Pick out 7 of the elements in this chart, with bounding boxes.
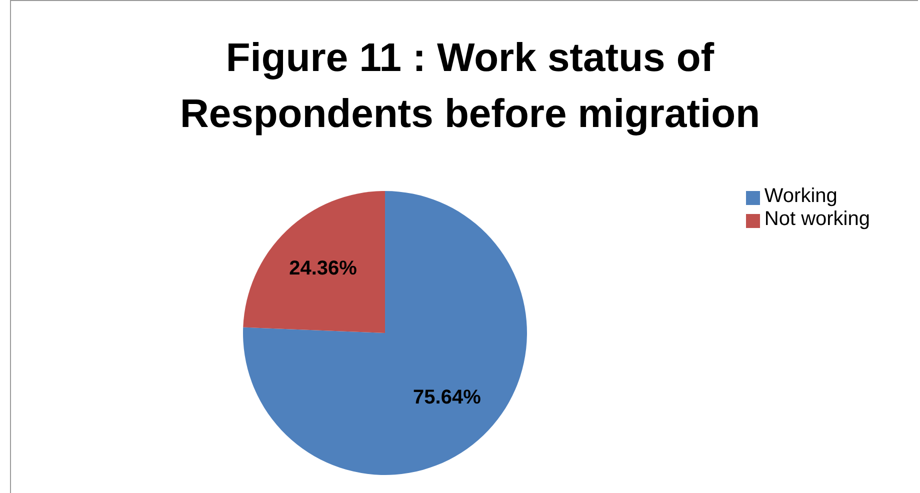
legend-label: Working: [764, 185, 838, 207]
chart-title: Figure 11 : Work status of Respondents before migration: [178, 35, 762, 138]
data-label: 24.36%: [289, 257, 358, 280]
pie-slice: [243, 191, 385, 333]
data-label: 75.64%: [413, 386, 482, 409]
pie-slice: [243, 191, 527, 475]
legend-label: Not working: [764, 208, 870, 230]
